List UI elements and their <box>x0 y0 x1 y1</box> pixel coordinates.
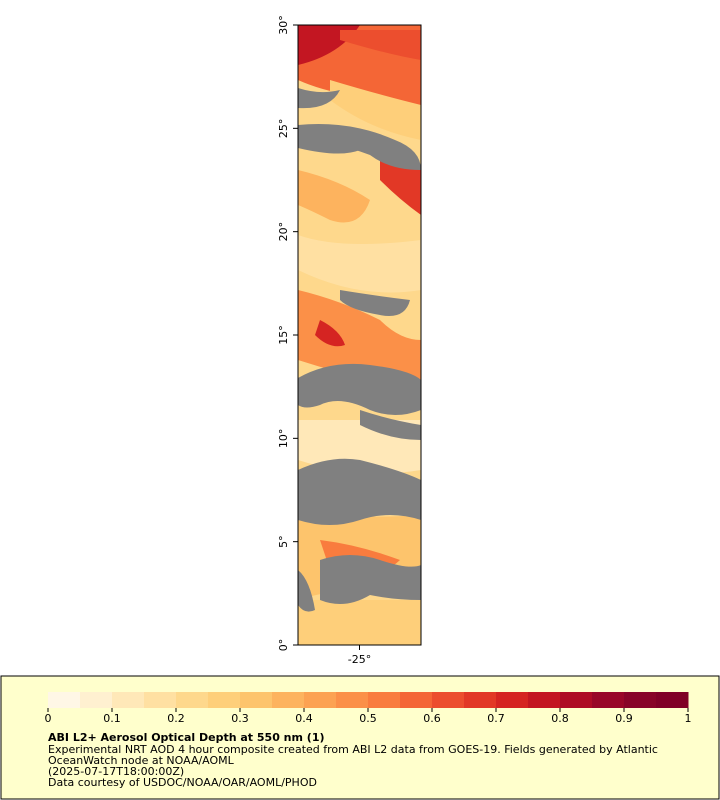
colorbar-swatch <box>432 692 465 708</box>
colorbar-tick-label: 0.8 <box>551 712 569 725</box>
colorbar-swatch <box>560 692 593 708</box>
colorbar-swatch <box>656 692 689 708</box>
colorbar-swatch <box>112 692 145 708</box>
colorbar-tick-label: 0.9 <box>615 712 633 725</box>
caption-line: (2025-07-17T18:00:00Z) <box>48 765 184 778</box>
colorbar-swatch <box>464 692 497 708</box>
aod-field <box>298 25 421 645</box>
y-tick-label: 20° <box>277 222 290 242</box>
colorbar-tick-label: 1 <box>685 712 692 725</box>
colorbar-swatch <box>48 692 81 708</box>
colorbar-swatch <box>80 692 113 708</box>
colorbar-swatch <box>368 692 401 708</box>
colorbar-swatch <box>496 692 529 708</box>
caption: Experimental NRT AOD 4 hour composite cr… <box>48 743 658 789</box>
y-tick-label: 5° <box>277 535 290 548</box>
colorbar-swatch <box>400 692 433 708</box>
colorbar-swatch <box>304 692 337 708</box>
y-tick-label: 15° <box>277 325 290 345</box>
colorbar-tick-label: 0.5 <box>359 712 377 725</box>
caption-line: Experimental NRT AOD 4 hour composite cr… <box>48 743 658 756</box>
colorbar-swatch <box>272 692 305 708</box>
colorbar-tick-label: 0.6 <box>423 712 441 725</box>
colorbar-swatch <box>592 692 625 708</box>
colorbar-tick-label: 0.1 <box>103 712 121 725</box>
colorbar-swatch <box>240 692 273 708</box>
caption-title: ABI L2+ Aerosol Optical Depth at 550 nm … <box>48 731 325 744</box>
y-tick-label: 10° <box>277 429 290 449</box>
y-tick-label: 0° <box>277 639 290 652</box>
colorbar-swatch <box>176 692 209 708</box>
colorbar: 0 0.1 0.2 0.3 0.4 0.5 0.6 0.7 0.8 0.9 1 <box>45 692 692 725</box>
colorbar-swatch <box>624 692 657 708</box>
caption-line: Data courtesy of USDOC/NOAA/OAR/AOML/PHO… <box>48 776 317 789</box>
caption-line: OceanWatch node at NOAA/AOML <box>48 754 235 767</box>
colorbar-swatch <box>144 692 177 708</box>
colorbar-tick-label: 0.3 <box>231 712 249 725</box>
colorbar-tick-label: 0 <box>45 712 52 725</box>
colorbar-swatch <box>336 692 369 708</box>
y-tick-label: 30° <box>277 15 290 35</box>
colorbar-tick-label: 0.7 <box>487 712 505 725</box>
colorbar-swatch <box>208 692 241 708</box>
axes: 0° 5° 10° 15° 20° 25° 30° -25° <box>277 15 371 666</box>
colorbar-swatch <box>528 692 561 708</box>
colorbar-tick-label: 0.4 <box>295 712 313 725</box>
y-tick-label: 25° <box>277 119 290 139</box>
colorbar-tick-label: 0.2 <box>167 712 185 725</box>
x-tick-label: -25° <box>348 653 371 666</box>
